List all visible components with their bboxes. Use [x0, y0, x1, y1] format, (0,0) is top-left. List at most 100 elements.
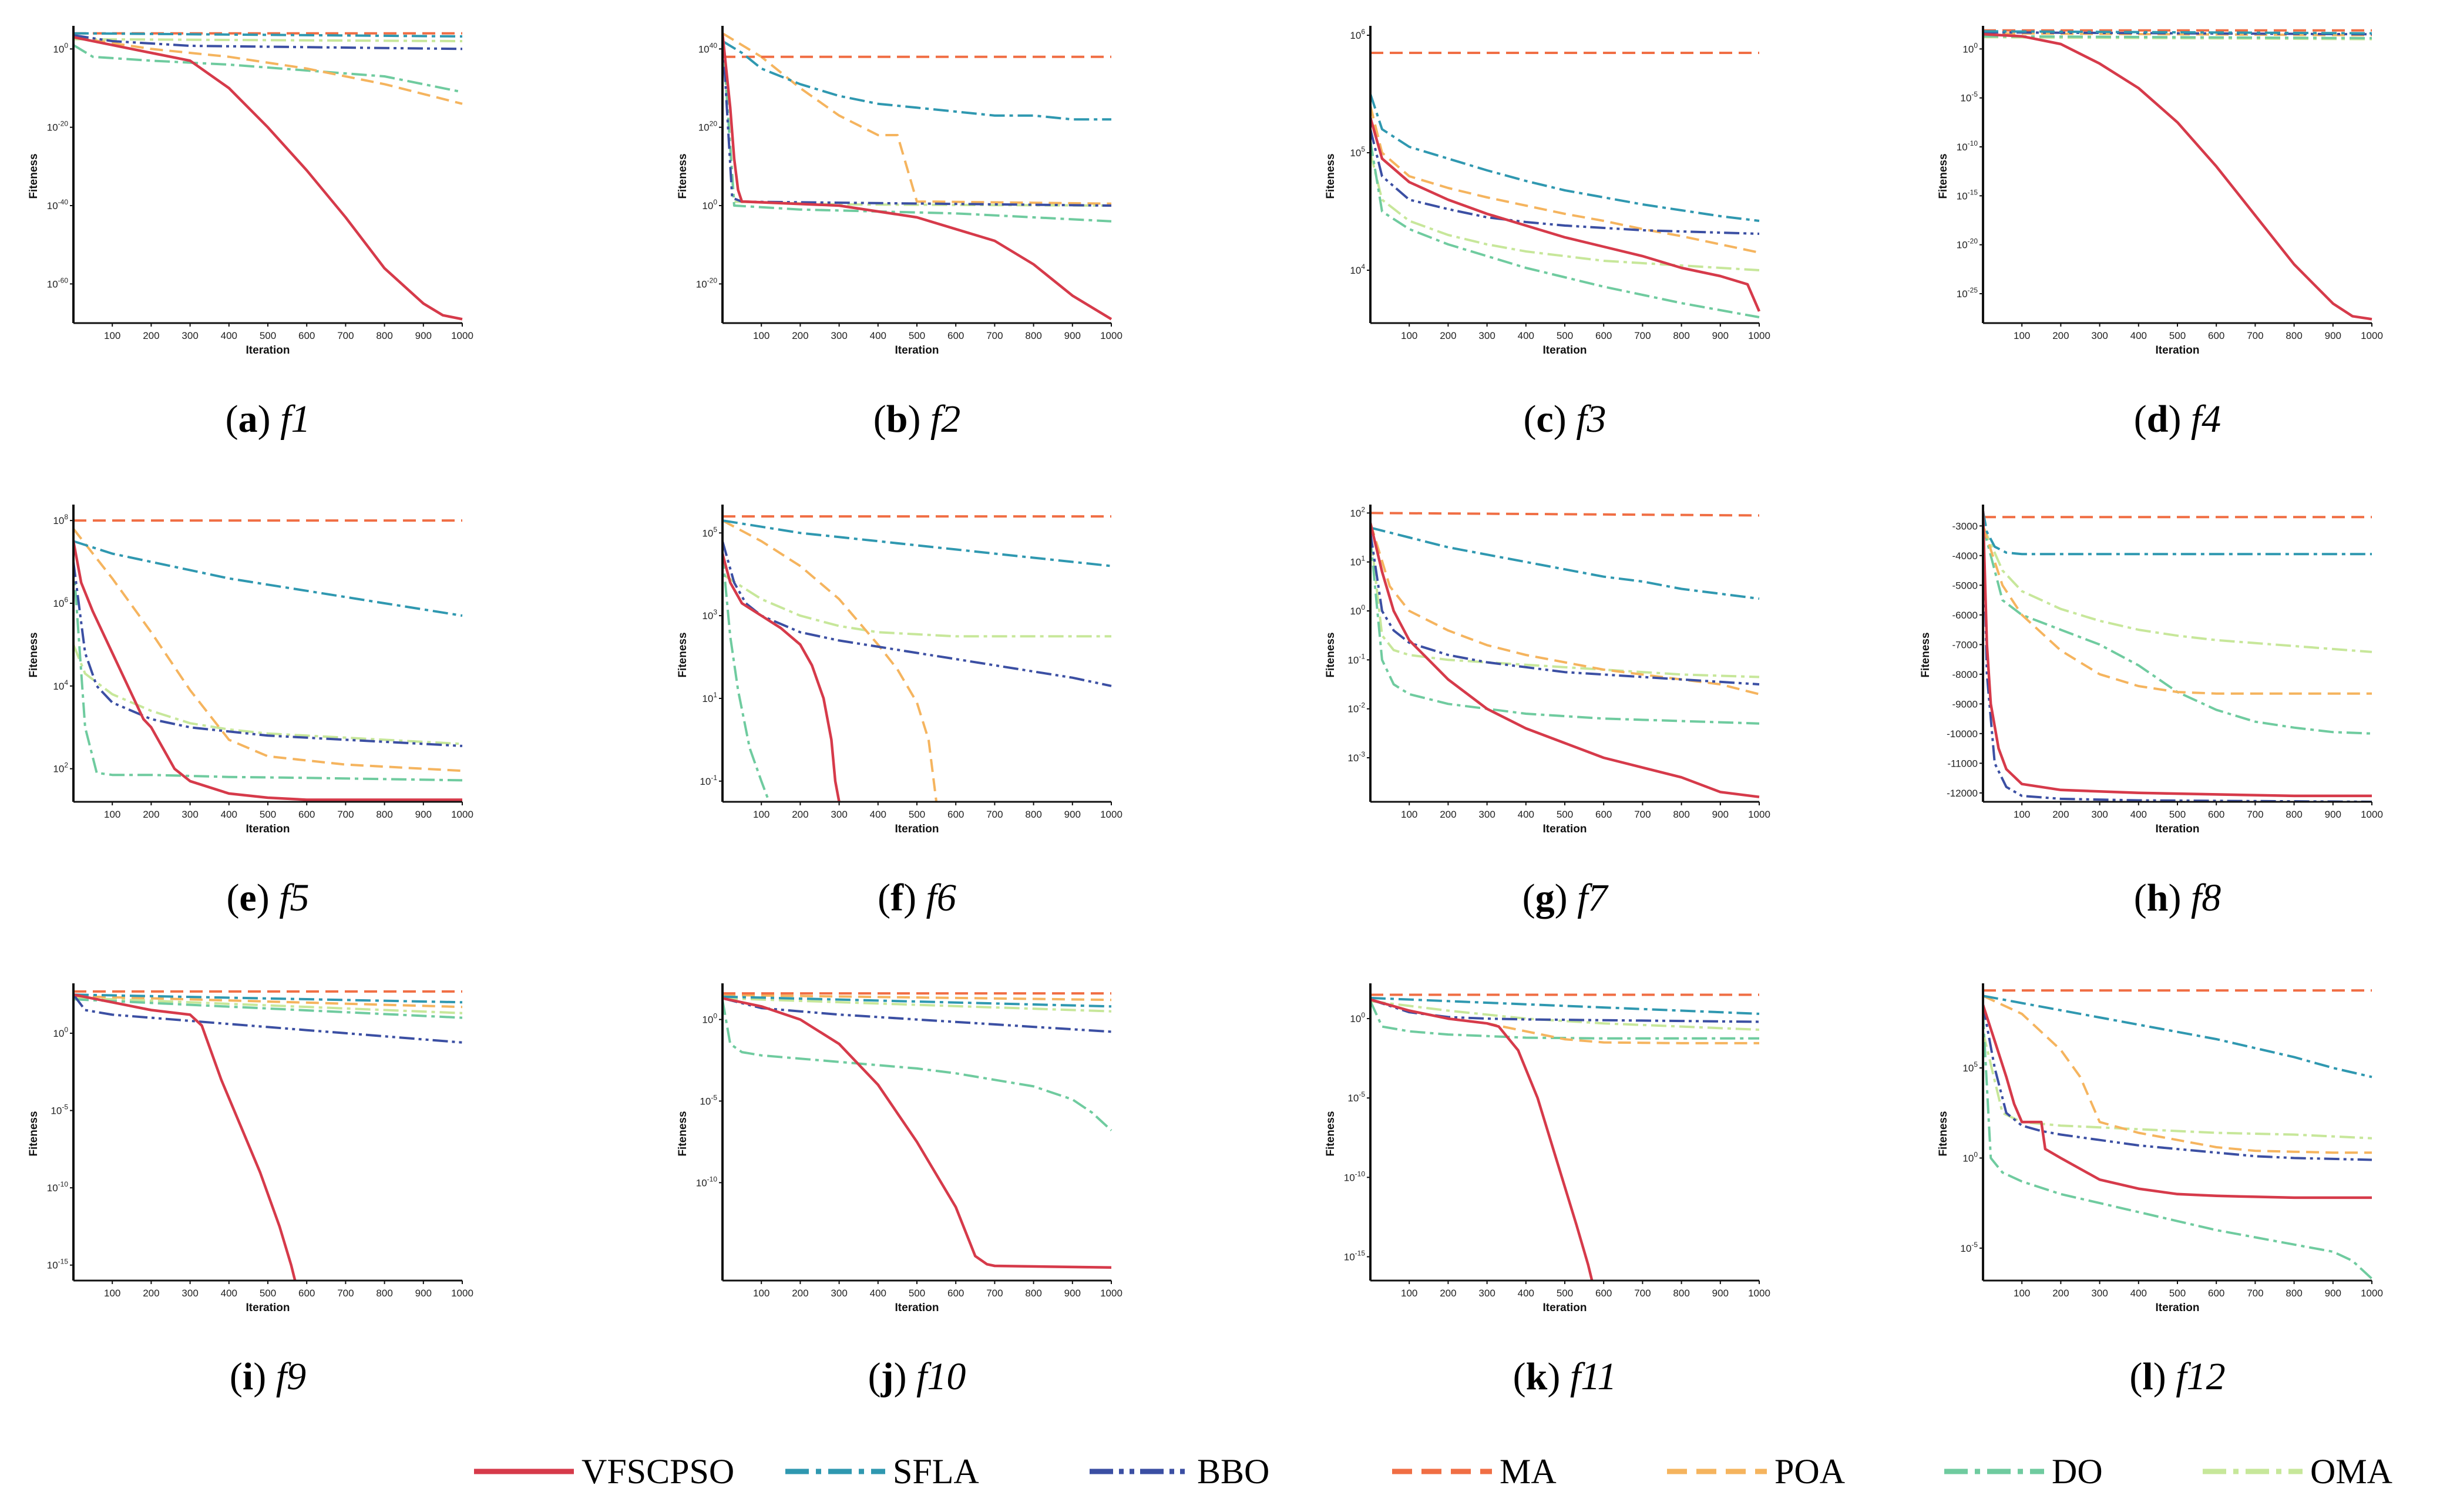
x-tick-label: 1000	[1100, 1288, 1122, 1299]
legend-label: POA	[1774, 1452, 1845, 1491]
panel-j: 100 200 300 400 500 600 700 800 900 1000 100 10-5 10…	[677, 983, 1122, 1398]
x-tick-label: 700	[337, 809, 354, 820]
panel-f: 100 200 300 400 500 600 700 800 900 1000 105 103 101…	[677, 505, 1122, 919]
line-poa	[722, 32, 1112, 205]
panel-caption: (i) f9	[230, 1355, 306, 1398]
panel-c: 100 200 300 400 500 600 700 800 900 1000 106 105 104…	[1325, 26, 1770, 441]
y-tick-label: 10-10	[1957, 139, 1978, 153]
line-sfla	[73, 32, 463, 38]
x-tick-label: 600	[947, 809, 964, 820]
y-tick-label: 100	[1962, 1150, 1978, 1164]
x-tick-label: 500	[1557, 330, 1573, 341]
panel-g: 100 200 300 400 500 600 700 800 900 1000 102 101 100…	[1325, 505, 1770, 919]
legend-item-do: DO	[1944, 1452, 2103, 1491]
line-vfscpso	[1370, 998, 1594, 1281]
x-axis-title: Iteration	[895, 344, 939, 357]
x-tick-label: 900	[1712, 330, 1729, 341]
panel-caption: (e) f5	[226, 876, 309, 919]
line-vfscpso	[73, 540, 462, 801]
line-bbo	[1983, 1004, 2372, 1161]
panel-caption: (l) f12	[2129, 1355, 2225, 1398]
y-tick-label: 10-1	[1347, 652, 1365, 666]
x-tick-label: 200	[1440, 330, 1456, 341]
x-tick-label: 500	[909, 809, 925, 820]
x-tick-label: 500	[260, 1288, 276, 1299]
y-tick-label: 10-5	[51, 1103, 68, 1117]
line-vfscpso	[1983, 1004, 2372, 1199]
y-axis-title: Fiteness	[1325, 153, 1337, 199]
series-lines	[73, 519, 463, 801]
x-tick-label: 1000	[1100, 809, 1122, 820]
y-axis-title: Fiteness	[1325, 1111, 1337, 1156]
y-tick-label: 100	[1350, 603, 1365, 617]
line-oma	[73, 38, 463, 42]
y-tick-label: 105	[1350, 145, 1365, 159]
x-tick-label: 400	[870, 809, 886, 820]
legend: VFSCPSO SFLA BBO MA POA DO OMA	[474, 1452, 2392, 1491]
line-poa	[1370, 105, 1760, 254]
x-tick-label: 100	[104, 809, 120, 820]
y-tick-label: 104	[1350, 263, 1365, 276]
y-tick-label: -4000	[1952, 550, 1978, 562]
y-tick-label: 10-5	[1960, 1241, 1978, 1254]
y-tick-label: 100	[702, 1012, 717, 1026]
x-axis-title: Iteration	[246, 1302, 290, 1314]
line-oma	[73, 644, 463, 745]
y-tick-label: -3000	[1952, 520, 1978, 532]
x-tick-label: 900	[1064, 1288, 1081, 1299]
x-tick-label: 100	[2014, 1288, 2030, 1299]
line-do	[1983, 1013, 2373, 1280]
x-tick-label: 700	[986, 1288, 1003, 1299]
y-tick-label: 106	[1350, 28, 1365, 41]
panel-caption: (g) f7	[1523, 876, 1609, 919]
line-oma	[722, 997, 1112, 1013]
x-axis-title: Iteration	[2156, 344, 2200, 357]
y-tick-label: -6000	[1952, 610, 1978, 621]
x-tick-label: 1000	[451, 1288, 473, 1299]
panel-e: 100 200 300 400 500 600 700 800 900 1000 108 106 104…	[28, 505, 473, 919]
x-tick-label: 900	[415, 1288, 432, 1299]
line-vfscpso	[722, 33, 1113, 321]
x-tick-label: 700	[986, 809, 1003, 820]
legend-label: OMA	[2310, 1452, 2392, 1491]
panel-l: 100 200 300 400 500 600 700 800 900 1000 105 100 10-…	[1937, 983, 2383, 1398]
x-axis-title: Iteration	[2156, 1302, 2200, 1314]
x-tick-label: 400	[2130, 809, 2147, 820]
line-do	[73, 43, 463, 93]
x-axis-title: Iteration	[895, 823, 939, 835]
panel-caption: (j) f10	[868, 1355, 966, 1398]
y-axis-title: Fiteness	[1325, 632, 1337, 677]
x-tick-label: 300	[182, 330, 198, 341]
panel-d: 100 200 300 400 500 600 700 800 900 1000 100 10-5 10…	[1937, 26, 2383, 441]
x-tick-label: 1000	[1748, 1288, 1770, 1299]
x-tick-label: 800	[1673, 809, 1689, 820]
y-tick-label: 10-3	[1347, 750, 1365, 764]
line-bbo	[73, 562, 463, 747]
y-tick-label: -12000	[1947, 788, 1978, 799]
x-tick-label: 200	[143, 1288, 159, 1299]
line-sfla	[73, 540, 463, 617]
x-tick-label: 400	[870, 1288, 886, 1299]
x-tick-label: 400	[221, 330, 237, 341]
panel-caption: (f) f6	[878, 876, 956, 919]
series-lines	[1370, 512, 1760, 798]
x-tick-label: 700	[2247, 809, 2263, 820]
x-tick-label: 300	[831, 330, 847, 341]
line-poa	[73, 527, 463, 772]
x-tick-label: 400	[1518, 809, 1534, 820]
line-do	[1983, 525, 2372, 735]
y-tick-label: 10-10	[47, 1180, 69, 1194]
x-tick-label: 700	[2247, 330, 2263, 341]
legend-label: BBO	[1197, 1452, 1269, 1491]
line-oma	[1370, 152, 1760, 271]
x-tick-label: 400	[1518, 330, 1534, 341]
x-tick-label: 300	[1478, 809, 1495, 820]
x-tick-label: 600	[1595, 809, 1612, 820]
series-lines	[722, 515, 1112, 802]
x-tick-label: 300	[2091, 330, 2108, 341]
line-do	[1370, 1000, 1759, 1040]
x-tick-label: 400	[1518, 1288, 1534, 1299]
x-tick-label: 800	[376, 330, 392, 341]
y-axis-title: Fiteness	[677, 1111, 689, 1156]
legend-label: DO	[2052, 1452, 2103, 1491]
